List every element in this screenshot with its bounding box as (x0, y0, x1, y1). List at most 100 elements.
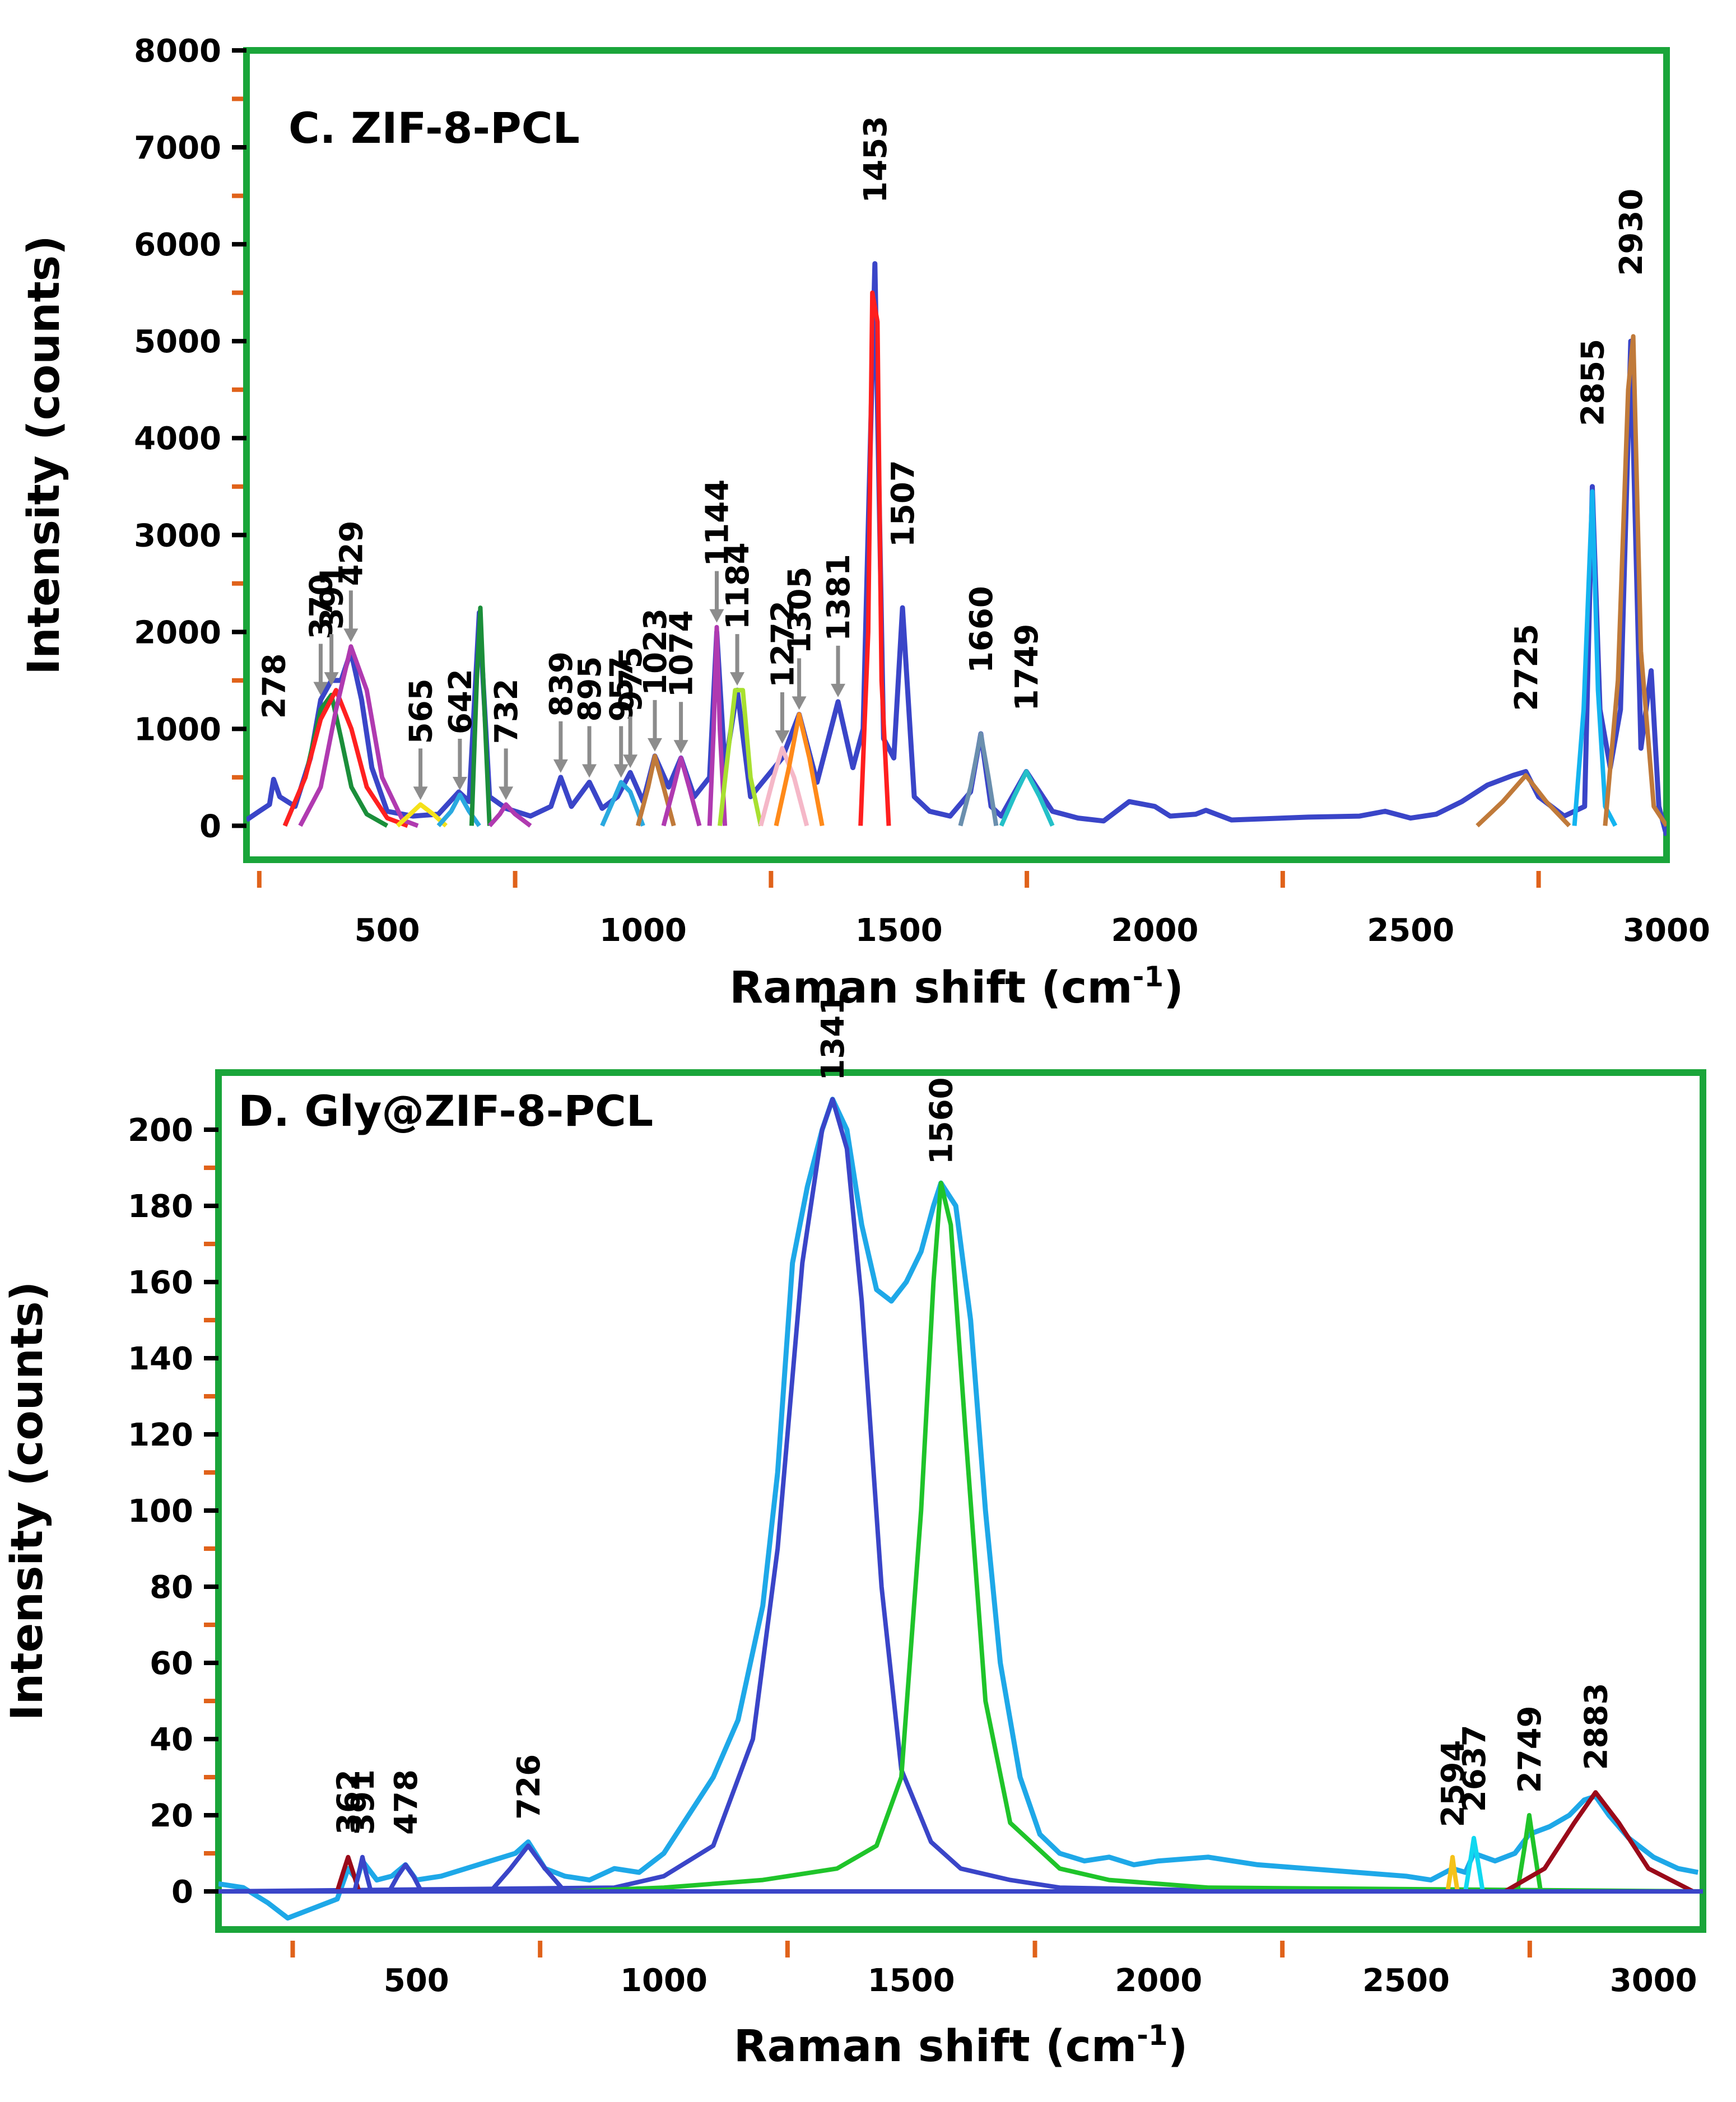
x-tick-label: 3000 (1610, 1963, 1697, 1999)
x-axis-title: Raman shift (cm-1) (734, 2019, 1188, 2072)
x-axis-title-end: ) (1163, 963, 1184, 1013)
series-line-peak-1272 (758, 746, 809, 827)
y-tick-label: 5000 (134, 324, 221, 360)
series-line-peak-732 (487, 802, 532, 828)
x-axis-title-sup: -1 (1133, 961, 1164, 993)
y-axis-title: Intensity (counts) (2, 1281, 53, 1721)
series-line-peak-2725 (1476, 773, 1571, 828)
plot-frame (215, 1069, 1706, 1933)
peak-label: 1144 (700, 479, 736, 567)
peak-label: 278 (256, 653, 292, 719)
x-tick-label: 500 (384, 1963, 449, 1999)
y-tick-label: 100 (128, 1493, 193, 1530)
chart-panel-d: 0 20 40 60 80 100 120 140 160 180 200 500 1000 1500 20… (2, 994, 1706, 2072)
y-tick-label: 180 (128, 1189, 193, 1225)
x-tick-label: 2000 (1111, 912, 1199, 949)
y-tick-label: 60 (150, 1646, 193, 1682)
peak-label: 1453 (858, 116, 894, 203)
peak-label: 370 (303, 574, 339, 640)
peak-label: 2594 (1435, 1740, 1472, 1828)
peak-arrowhead (730, 672, 745, 686)
x-axis-title-main: Raman shift (cm (734, 2021, 1137, 2072)
series-line-fit-2883 (1504, 1790, 1695, 1894)
series-line-peak-1749 (999, 769, 1055, 827)
peak-label: 565 (403, 678, 440, 744)
peak-label: 1023 (637, 608, 674, 696)
y-tick-label: 2000 (134, 614, 221, 651)
series-line-peak-565 (395, 802, 448, 828)
plot-frame (243, 47, 1670, 863)
peak-arrowhead (499, 786, 514, 800)
series-line-envelope (246, 261, 1667, 836)
series-line-peak-1144 (707, 624, 728, 826)
x-tick-label: 2500 (1367, 912, 1454, 949)
peak-arrowhead (831, 683, 846, 697)
peak-label: 429 (333, 520, 370, 586)
series-group (218, 1097, 1703, 1921)
y-tick-label: 120 (128, 1417, 193, 1453)
peak-arrowhead (673, 740, 688, 754)
peak-label: 362 (331, 1769, 367, 1835)
peak-label: 975 (613, 646, 649, 712)
peak-arrowhead (647, 738, 662, 752)
peak-label: 726 (511, 1754, 547, 1820)
peak-label: 2725 (1509, 624, 1545, 711)
peak-label: 391 (345, 1769, 381, 1835)
peak-label: 391 (314, 564, 351, 630)
peak-label: 1074 (664, 610, 700, 697)
series-line-peak-2930 (1603, 334, 1667, 827)
series-line-peak-1074 (661, 756, 702, 827)
y-tick-label: 160 (128, 1265, 193, 1301)
series-line-peak-957 (600, 780, 645, 827)
series-line-fit-2594 (1445, 1854, 1460, 1892)
x-tick-label: 500 (355, 912, 420, 949)
peak-arrowhead (343, 628, 359, 642)
peak-label: 642 (443, 669, 479, 734)
peak-arrowhead (623, 754, 638, 768)
series-line-fit-1341 (218, 1097, 1703, 1894)
peak-arrowhead (553, 759, 568, 773)
peak-label: 957 (604, 656, 640, 722)
series-group (246, 261, 1667, 836)
y-tick-label: 8000 (134, 33, 221, 69)
peak-label: 2855 (1575, 339, 1612, 426)
peak-arrowhead (582, 764, 597, 778)
series-line-peak-370 (282, 688, 409, 828)
series-line-peak-1184 (718, 688, 764, 827)
x-tick-label: 3000 (1623, 912, 1710, 949)
y-tick-label: 1000 (134, 711, 221, 748)
chart-panel-c: 0 1000 2000 3000 4000 5000 6000 7000 8000 500 1000… (19, 33, 1710, 1013)
series-line-fit-2637 (1463, 1835, 1485, 1892)
y-tick-label: 4000 (134, 421, 221, 457)
peak-label: 2930 (1613, 189, 1650, 276)
x-tick-label: 2500 (1362, 1963, 1450, 1999)
peak-label: 1560 (924, 1077, 960, 1164)
series-line-fit-1560 (218, 1181, 1703, 1894)
y-tick-label: 0 (199, 808, 221, 845)
panel-title: D. Gly@ZIF-8-PCL (238, 1086, 653, 1136)
peak-label: 2749 (1512, 1705, 1548, 1793)
series-line-peak-1023 (635, 753, 676, 827)
y-tick-label: 40 (150, 1722, 193, 1758)
peak-label: 1381 (821, 554, 857, 641)
x-axis-title: Raman shift (cm-1) (729, 961, 1184, 1013)
peak-label: 732 (488, 678, 525, 744)
peak-arrowhead (613, 764, 629, 778)
peak-arrowhead (324, 672, 339, 686)
x-tick-label: 1500 (855, 912, 943, 949)
peak-arrowhead (413, 786, 428, 800)
peak-label: 1749 (1009, 624, 1045, 711)
peak-arrowhead (452, 777, 467, 791)
y-tick-label: 7000 (134, 130, 221, 166)
panel-title: C. ZIF-8-PCL (288, 103, 580, 153)
x-tick-label: 2000 (1115, 1963, 1202, 1999)
series-line-fit-362 (335, 1854, 361, 1893)
x-tick-label: 1500 (868, 1963, 955, 1999)
x-axis-title-main: Raman shift (cm (729, 963, 1133, 1013)
peak-label: 1660 (964, 586, 1000, 673)
series-line-fit-726 (488, 1843, 567, 1893)
x-axis-title-end: ) (1168, 2021, 1188, 2072)
peak-arrowhead (775, 730, 790, 744)
peak-label: 895 (572, 656, 608, 722)
